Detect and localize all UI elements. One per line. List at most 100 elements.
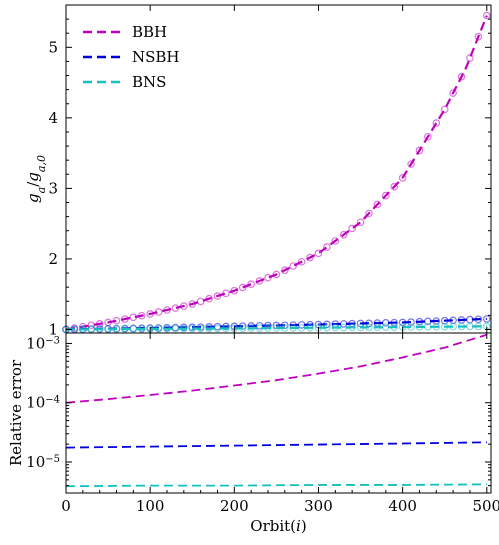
series-marker-bbh <box>146 310 154 318</box>
top-plot-frame <box>65 4 492 334</box>
series-marker-nsbh <box>381 319 390 327</box>
bottom-y-tick-label: 10−4 <box>26 394 60 412</box>
series-marker-bns <box>222 324 230 333</box>
series-marker-bns <box>466 322 474 331</box>
series-marker-bbh <box>482 11 491 20</box>
series-marker-bns <box>247 324 255 333</box>
series-marker-bbh <box>129 313 138 322</box>
series-marker-bns <box>238 324 247 333</box>
legend-label-nsbh: NSBH <box>132 48 180 66</box>
series-marker-bns <box>95 325 104 334</box>
series-marker-bbh <box>365 209 373 218</box>
error-line-nsbh <box>65 441 487 449</box>
series-marker-bns <box>474 322 483 331</box>
series-marker-bbh <box>306 253 314 262</box>
series-marker-bbh <box>474 32 483 41</box>
series-marker-nsbh <box>339 320 348 328</box>
series-marker-bbh <box>466 54 474 62</box>
legend-label-bbh: BBH <box>132 23 167 41</box>
series-marker-bbh <box>281 266 289 275</box>
top-y-tick-label: 1 <box>48 320 58 338</box>
series-marker-bns <box>323 323 331 332</box>
series-marker-nsbh <box>415 317 424 326</box>
series-marker-bbh <box>196 297 205 306</box>
series-marker-bbh <box>289 262 298 270</box>
series-marker-bbh <box>238 283 247 292</box>
series-marker-bns <box>171 324 180 333</box>
series-marker-bbh <box>381 191 390 200</box>
bottom-x-axis-label: Orbit(i) <box>250 517 306 535</box>
series-marker-bbh <box>180 302 188 310</box>
series-marker-bbh <box>264 273 272 282</box>
series-marker-bbh <box>373 200 382 209</box>
series-marker-bbh <box>87 321 96 330</box>
series-marker-nsbh <box>255 321 264 330</box>
series-marker-bns <box>137 325 146 333</box>
series-marker-bbh <box>440 105 449 114</box>
series-marker-bns <box>297 324 306 332</box>
series-marker-bbh <box>205 294 213 303</box>
series-marker-bns <box>112 325 121 333</box>
series-marker-bns <box>129 325 138 333</box>
series-marker-bns <box>432 322 441 331</box>
series-marker-bns <box>306 323 314 332</box>
bottom-y-tick-label: 10−5 <box>26 453 60 471</box>
series-marker-bbh <box>230 286 239 295</box>
series-marker-bns <box>415 323 424 331</box>
series-marker-bbh <box>213 292 222 300</box>
top-y-tick-label: 2 <box>48 250 58 268</box>
series-marker-bbh <box>163 306 171 314</box>
series-marker-bns <box>373 323 382 332</box>
series-marker-bbh <box>137 311 146 320</box>
series-marker-bbh <box>154 308 163 316</box>
series-marker-bbh <box>323 243 331 251</box>
bottom-x-tick-label: 200 <box>220 497 249 515</box>
series-marker-bns <box>205 324 213 333</box>
series-marker-bns <box>424 323 432 331</box>
series-marker-bbh <box>272 270 281 279</box>
series-marker-bbh <box>95 320 104 328</box>
series-marker-bbh <box>390 182 399 191</box>
series-marker-bbh <box>171 304 180 312</box>
series-marker-bns <box>457 322 466 331</box>
top-y-tick-label: 5 <box>48 38 58 56</box>
series-marker-nsbh <box>407 318 415 326</box>
bottom-x-tick-label: 400 <box>388 497 417 515</box>
series-marker-bns <box>104 325 112 333</box>
series-marker-bbh <box>398 174 407 182</box>
series-marker-bns <box>331 323 340 332</box>
series-marker-bbh <box>331 237 340 245</box>
series-marker-bns <box>121 325 129 333</box>
bottom-x-tick-label: 500 <box>472 497 499 515</box>
series-marker-bns <box>449 322 457 331</box>
series-marker-bns <box>255 324 264 332</box>
series-marker-bbh <box>188 300 197 308</box>
series-marker-bns <box>356 323 365 332</box>
error-line-bbh <box>65 333 488 404</box>
series-marker-bns <box>213 324 222 333</box>
series-marker-bbh <box>356 218 365 227</box>
series-marker-bns <box>348 323 356 332</box>
bottom-x-tick-label: 100 <box>136 497 165 515</box>
top-y-tick-label: 4 <box>48 109 58 127</box>
series-line-bbh <box>65 15 488 331</box>
series-marker-bns <box>440 322 449 331</box>
series-marker-bbh <box>415 146 424 155</box>
series-marker-bns <box>264 324 272 332</box>
series-marker-bns <box>281 324 289 332</box>
series-marker-nsbh <box>297 321 306 329</box>
series-marker-bbh <box>339 230 348 239</box>
series-marker-bbh <box>314 249 323 258</box>
series-marker-bbh <box>432 119 441 127</box>
series-marker-bbh <box>297 257 306 266</box>
series-marker-bbh <box>449 89 457 97</box>
series-marker-nsbh <box>482 315 491 323</box>
series-marker-bbh <box>407 160 415 168</box>
series-marker-nsbh <box>474 315 483 324</box>
error-line-bns <box>65 483 487 488</box>
series-marker-bbh <box>255 277 264 285</box>
legend: BBH NSBH BNS <box>83 23 180 91</box>
series-marker-bbh <box>247 280 255 288</box>
